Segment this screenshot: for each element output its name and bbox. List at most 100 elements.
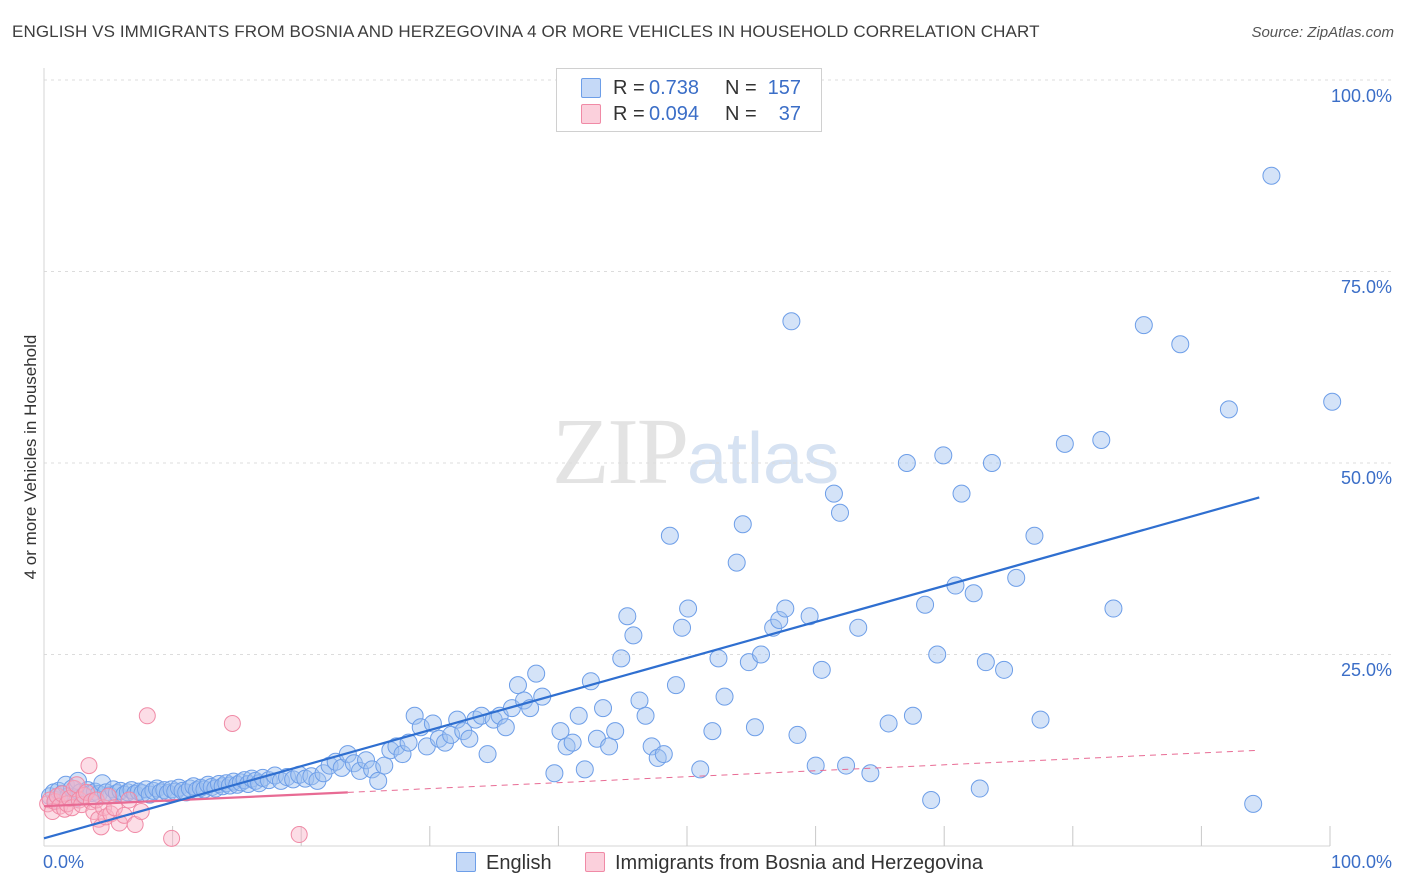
english-swatch [456, 852, 476, 872]
english-point [976, 653, 995, 672]
english-point [812, 660, 831, 679]
english-point [673, 618, 692, 637]
english-point [897, 454, 916, 472]
english-point [770, 611, 789, 630]
legend-item-english[interactable]: English [456, 852, 552, 875]
english-point [375, 756, 394, 775]
english-point [630, 691, 649, 710]
n-value: 37 [778, 103, 801, 125]
english-point [1092, 431, 1111, 450]
english-point [964, 584, 983, 603]
r-value: 0.094 [649, 103, 700, 125]
english-point [612, 649, 631, 668]
english-point [569, 706, 588, 725]
bosnia-point [138, 707, 156, 725]
bosnia-swatch [581, 104, 601, 124]
y-tick-label: 100.0% [1330, 86, 1392, 106]
english-point [1025, 526, 1044, 545]
english-point [788, 725, 807, 744]
english-point [970, 779, 989, 798]
english-point [508, 676, 527, 695]
english-point [369, 771, 388, 790]
english-trend-line [43, 496, 1260, 840]
english-point [727, 553, 746, 572]
english-point [302, 767, 321, 786]
english-point [636, 706, 655, 725]
bosnia-trend-extended [347, 749, 1260, 793]
english-point [660, 526, 679, 545]
english-point [357, 751, 376, 770]
english-point [679, 599, 698, 618]
english-point [1104, 599, 1123, 618]
english-point [849, 618, 868, 637]
english-point [831, 503, 850, 522]
english-point [1055, 434, 1074, 453]
english-point [1134, 316, 1153, 335]
english-point [745, 718, 764, 737]
bosnia-point [163, 829, 181, 847]
english-point [691, 760, 710, 779]
bosnia-trend-line [43, 791, 348, 808]
stats-legend-row-english: R = 0.738 N = 157 [557, 75, 821, 101]
english-point [922, 791, 941, 810]
english-point [928, 645, 947, 664]
n-label: N = [725, 77, 757, 99]
x-tick-label: 100.0% [1330, 852, 1392, 872]
english-point [551, 722, 570, 741]
english-point [806, 756, 825, 775]
english-point [527, 664, 546, 683]
english-point [575, 760, 594, 779]
bosnia-point [120, 791, 138, 809]
bosnia-point [223, 714, 241, 732]
watermark: ZIPatlas [552, 398, 839, 506]
english-point [654, 745, 673, 764]
r-label: R = [613, 77, 645, 99]
legend-item-bosnia[interactable]: Immigrants from Bosnia and Herzegovina [585, 852, 983, 875]
source-label: Source: ZipAtlas.com [1251, 24, 1394, 41]
chart-title: ENGLISH VS IMMIGRANTS FROM BOSNIA AND HE… [12, 22, 1040, 41]
english-point [946, 576, 965, 595]
english-point [934, 446, 953, 465]
english-point [363, 760, 382, 779]
english-point [594, 699, 613, 718]
english-point [600, 737, 619, 756]
english-point [733, 515, 752, 534]
english-point [752, 645, 771, 664]
y-tick-label: 75.0% [1340, 277, 1392, 297]
bosnia-swatch [585, 852, 605, 872]
english-point [393, 745, 412, 764]
stats-legend: R = 0.738 N = 157 R = 0.094 N = 37 [556, 68, 822, 132]
english-point [703, 722, 722, 741]
english-point [1031, 710, 1050, 729]
watermark-zip: ZIP [552, 400, 689, 504]
english-point [1007, 568, 1026, 587]
english-point [995, 660, 1014, 679]
english-point [916, 595, 935, 614]
x-tick-label: 0.0% [43, 852, 85, 872]
english-point [478, 745, 497, 764]
english-point [496, 718, 515, 737]
english-point [405, 706, 424, 725]
n-value: 157 [767, 77, 801, 99]
english-point [1219, 400, 1238, 419]
english-point [460, 729, 479, 748]
english-point [952, 484, 971, 503]
english-point [715, 687, 734, 706]
english-point [1323, 392, 1342, 411]
y-axis-title: 4 or more Vehicles in Household [21, 334, 40, 580]
english-point [606, 722, 625, 741]
legend-label: English [486, 852, 552, 874]
english-point [903, 706, 922, 725]
english-point [442, 725, 461, 744]
english-point [624, 626, 643, 645]
english-swatch [581, 78, 601, 98]
bosnia-point [290, 826, 308, 844]
watermark-atlas: atlas [687, 419, 840, 499]
n-label: N = [725, 103, 757, 125]
english-point [782, 312, 801, 331]
y-tick-label: 25.0% [1340, 660, 1392, 680]
english-point [776, 599, 795, 618]
stats-legend-row-bosnia: R = 0.094 N = 37 [557, 101, 821, 127]
y-tick-label: 50.0% [1340, 468, 1392, 488]
